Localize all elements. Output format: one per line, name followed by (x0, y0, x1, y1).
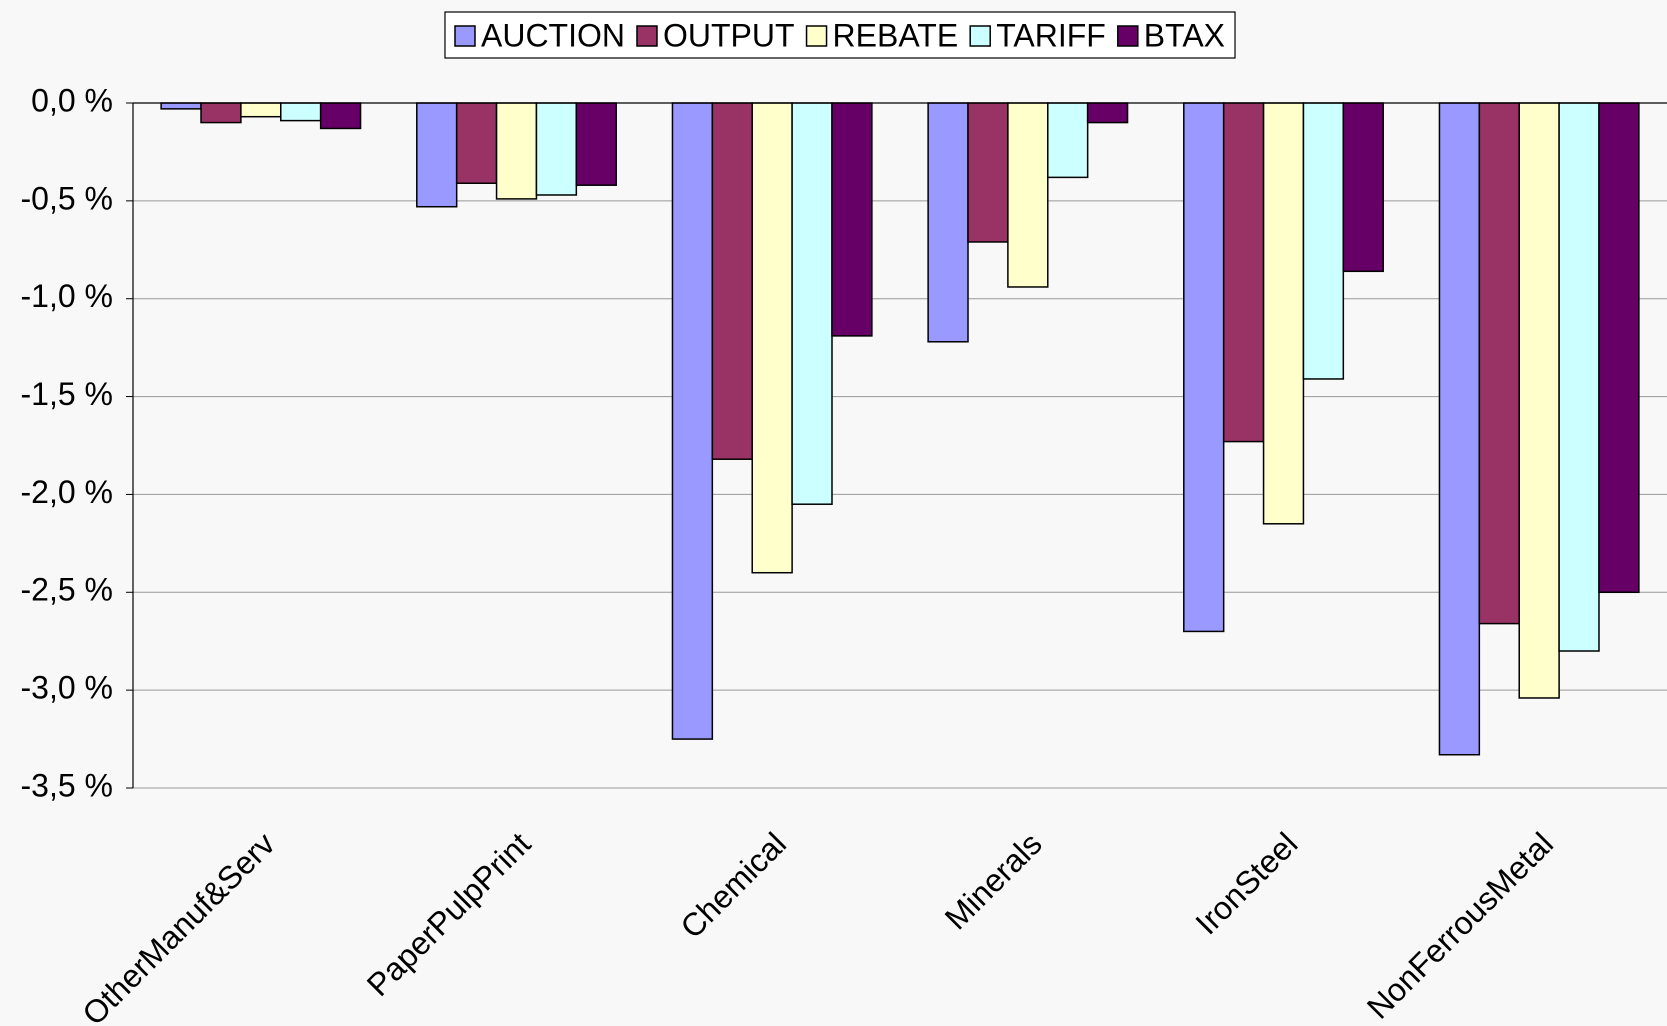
legend-swatch (969, 25, 991, 47)
bar (240, 102, 282, 118)
bar (280, 102, 322, 122)
bar (1342, 102, 1384, 273)
bar (1047, 102, 1089, 179)
y-tick-label: 0,0 % (31, 82, 113, 118)
y-tick-label: -3,0 % (21, 670, 113, 706)
y-tick-label: -1,5 % (21, 376, 113, 412)
bar (1478, 102, 1520, 625)
legend-label: TARIFF (996, 17, 1106, 53)
bar (967, 102, 1009, 243)
legend: AUCTION OUTPUT REBATE TARIFF BTAX (444, 11, 1236, 59)
bar (1222, 102, 1265, 443)
bar (200, 102, 242, 124)
y-tick-label: -0,5 % (21, 180, 113, 216)
y-tick-label: -3,5 % (21, 767, 113, 803)
bar (927, 102, 969, 343)
bar (575, 102, 617, 186)
bar (1183, 102, 1225, 633)
legend-box (444, 11, 1236, 59)
legend-swatch (805, 25, 828, 47)
bar (1262, 102, 1305, 525)
bar (1598, 102, 1640, 594)
bar (495, 102, 538, 200)
bar (831, 102, 873, 337)
bar (1438, 102, 1481, 756)
legend-label: REBATE (833, 17, 959, 53)
y-tick-label: -1,0 % (21, 278, 113, 314)
legend-label: OUTPUT (663, 17, 795, 53)
bar (1518, 102, 1560, 699)
bar (751, 102, 793, 574)
legend-label: AUCTION (481, 17, 625, 53)
y-tick-label: -2,5 % (21, 572, 113, 608)
legend-label: BTAX (1144, 17, 1225, 53)
bar (1302, 102, 1345, 380)
y-tick-label: -2,0 % (21, 474, 113, 510)
bar (319, 102, 362, 130)
bar (1558, 102, 1600, 652)
bar (535, 102, 578, 196)
legend-swatch (636, 25, 658, 47)
legend-swatch (454, 25, 476, 47)
legend-swatch (1117, 25, 1139, 47)
bar (160, 102, 202, 110)
bar (1086, 102, 1129, 124)
bar (791, 102, 833, 505)
bar (1007, 102, 1049, 288)
bar (455, 102, 498, 184)
bar (671, 102, 714, 740)
bar (416, 102, 458, 208)
bar (711, 102, 753, 460)
